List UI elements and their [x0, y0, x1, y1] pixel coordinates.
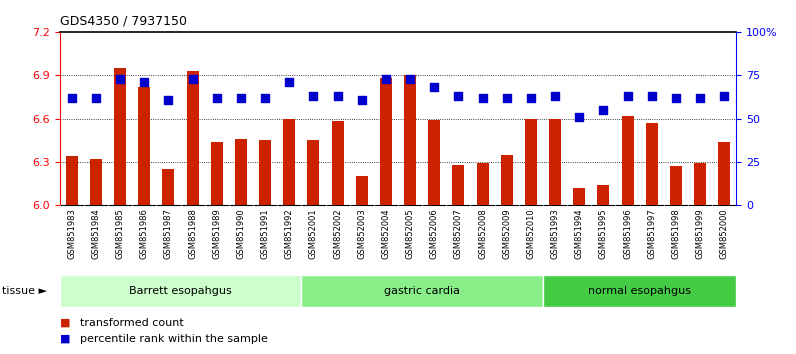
Point [355, 97, 368, 102]
Text: GSM852002: GSM852002 [333, 208, 342, 258]
Text: GSM851984: GSM851984 [92, 208, 100, 259]
Text: GSM851983: GSM851983 [68, 208, 76, 259]
Text: GSM851986: GSM851986 [140, 208, 149, 259]
Text: gastric cardia: gastric cardia [384, 286, 460, 296]
Bar [543, 275, 736, 307]
Text: GSM852001: GSM852001 [309, 208, 318, 258]
Point [90, 95, 103, 101]
Point [259, 95, 271, 101]
Point [307, 93, 320, 99]
Point [525, 95, 537, 101]
Bar [549, 119, 561, 205]
Text: GSM852000: GSM852000 [720, 208, 728, 258]
Text: GSM851997: GSM851997 [647, 208, 656, 259]
Bar [380, 78, 392, 205]
Text: GSM852003: GSM852003 [357, 208, 366, 259]
Bar [428, 120, 440, 205]
Point [476, 95, 489, 101]
Bar [356, 176, 368, 205]
Point [428, 85, 441, 90]
Bar [573, 188, 585, 205]
Text: ■: ■ [60, 334, 70, 344]
Text: percentile rank within the sample: percentile rank within the sample [80, 334, 267, 344]
Bar [235, 139, 247, 205]
Text: GSM851988: GSM851988 [188, 208, 197, 259]
Bar [211, 142, 223, 205]
Bar [501, 155, 513, 205]
Point [621, 93, 634, 99]
Bar [139, 87, 150, 205]
Point [573, 114, 586, 120]
Text: GSM851989: GSM851989 [213, 208, 221, 259]
Point [693, 95, 706, 101]
Text: GSM852005: GSM852005 [406, 208, 415, 258]
Bar [694, 164, 706, 205]
Bar [525, 119, 537, 205]
Bar [646, 123, 657, 205]
Text: tissue ►: tissue ► [2, 286, 48, 296]
Point [162, 97, 175, 102]
Point [669, 95, 682, 101]
Text: GSM852007: GSM852007 [454, 208, 463, 259]
Bar [162, 169, 174, 205]
Text: GSM851990: GSM851990 [236, 208, 245, 258]
Text: GSM851996: GSM851996 [623, 208, 632, 259]
Bar [404, 75, 416, 205]
Text: GSM851994: GSM851994 [575, 208, 583, 258]
Text: normal esopahgus: normal esopahgus [588, 286, 691, 296]
Point [186, 76, 199, 81]
Point [597, 107, 610, 113]
Point [452, 93, 465, 99]
Text: GSM852010: GSM852010 [526, 208, 536, 258]
Point [718, 93, 731, 99]
Point [380, 76, 392, 81]
Text: GSM851987: GSM851987 [164, 208, 173, 259]
Text: transformed count: transformed count [80, 318, 183, 328]
Point [646, 93, 658, 99]
Bar [186, 71, 199, 205]
Bar [477, 164, 489, 205]
Bar [90, 159, 102, 205]
Bar [259, 140, 271, 205]
Text: GSM851995: GSM851995 [599, 208, 608, 258]
Text: GSM852008: GSM852008 [478, 208, 487, 259]
Text: GSM852004: GSM852004 [381, 208, 390, 258]
Bar [622, 116, 634, 205]
Bar [283, 119, 295, 205]
Bar [452, 165, 464, 205]
Text: GSM852009: GSM852009 [502, 208, 511, 258]
Text: GSM851991: GSM851991 [260, 208, 270, 258]
Bar [670, 166, 682, 205]
Bar [66, 156, 78, 205]
Text: GSM851999: GSM851999 [696, 208, 704, 258]
Point [65, 95, 78, 101]
Text: GSM851985: GSM851985 [115, 208, 125, 259]
Point [283, 79, 295, 85]
Bar [302, 275, 543, 307]
Bar [597, 185, 610, 205]
Text: GSM851993: GSM851993 [551, 208, 560, 259]
Text: Barrett esopahgus: Barrett esopahgus [129, 286, 232, 296]
Bar [114, 68, 126, 205]
Text: ■: ■ [60, 318, 70, 328]
Text: GSM851992: GSM851992 [285, 208, 294, 258]
Point [331, 93, 344, 99]
Text: GSM851998: GSM851998 [671, 208, 681, 259]
Point [235, 95, 248, 101]
Point [501, 95, 513, 101]
Point [138, 79, 150, 85]
Bar [718, 142, 730, 205]
Bar [307, 140, 319, 205]
Point [114, 76, 127, 81]
Point [404, 76, 416, 81]
Bar [332, 121, 344, 205]
Bar [60, 275, 302, 307]
Point [548, 93, 561, 99]
Text: GSM852006: GSM852006 [430, 208, 439, 259]
Text: GDS4350 / 7937150: GDS4350 / 7937150 [60, 14, 187, 27]
Point [210, 95, 223, 101]
